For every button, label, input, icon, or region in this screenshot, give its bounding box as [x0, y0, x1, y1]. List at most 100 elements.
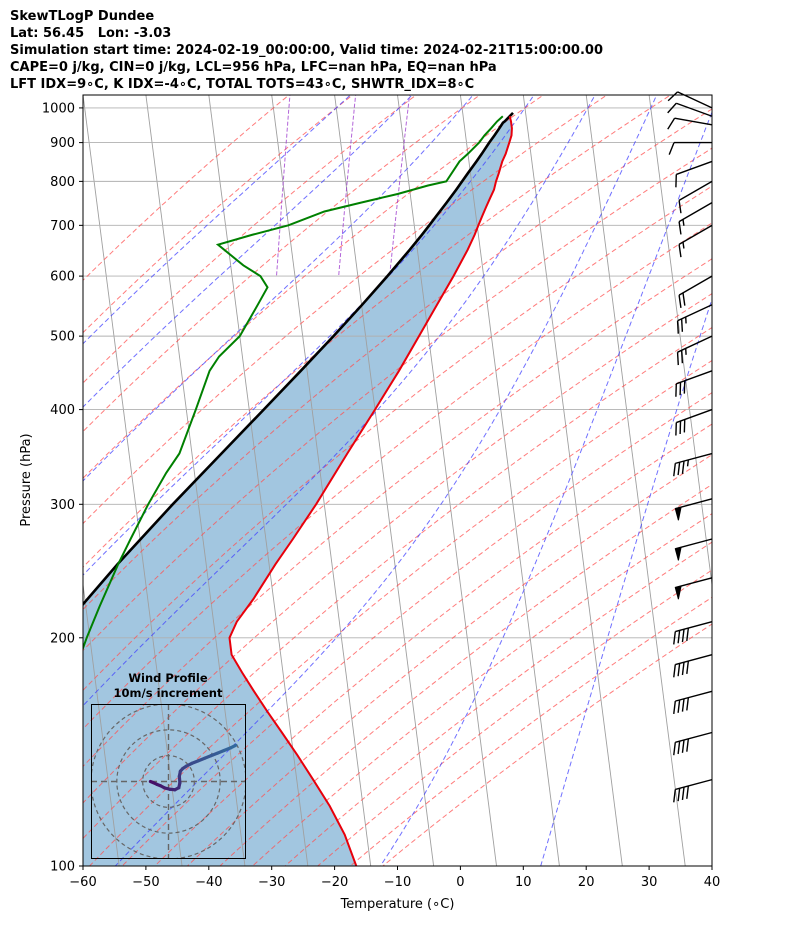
- moist-adiabat: [114, 95, 658, 866]
- isotherm-line: [711, 95, 712, 99]
- dry-adiabat: [83, 258, 712, 768]
- x-tick-label: 0: [456, 875, 464, 890]
- wind-barb: [678, 275, 713, 308]
- dry-adiabat: [349, 596, 712, 866]
- dry-adiabat: [83, 222, 712, 730]
- dry-adiabat: [382, 623, 712, 866]
- y-tick-label: 400: [50, 403, 75, 418]
- wind-barb: [673, 690, 713, 715]
- dry-adiabat: [83, 108, 712, 611]
- isotherm-line: [522, 95, 623, 866]
- wind-barb: [674, 577, 713, 600]
- mixing-ratio-line: [338, 95, 357, 277]
- dry-adiabat: [83, 293, 712, 804]
- wind-barb: [674, 498, 713, 521]
- y-tick-label: 200: [50, 631, 75, 646]
- y-tick-label: 900: [50, 136, 75, 151]
- wind-barb: [676, 304, 713, 334]
- wind-barb: [673, 621, 713, 645]
- wind-barb: [676, 335, 713, 366]
- wind-barb: [673, 452, 713, 477]
- x-tick-label: −60: [69, 875, 96, 890]
- moist-adiabat: [540, 297, 712, 866]
- wind-barb: [673, 654, 713, 678]
- dry-adiabat: [83, 95, 481, 433]
- wind-barb: [667, 117, 713, 130]
- mixing-ratio-line: [276, 95, 291, 277]
- y-tick-label: 300: [50, 498, 75, 513]
- wind-barb: [673, 778, 713, 803]
- wind-barb: [678, 180, 713, 214]
- dry-adiabat: [219, 483, 712, 866]
- moist-adiabat: [83, 95, 474, 482]
- mixing-ratio-line: [389, 95, 411, 277]
- moist-adiabat: [83, 95, 596, 707]
- wind-barb: [675, 408, 713, 436]
- dry-adiabat: [83, 95, 672, 568]
- isotherm-line: [334, 95, 435, 866]
- wind-barb: [674, 538, 713, 561]
- isotherm-line: [83, 95, 183, 866]
- wind-profile-inset: Wind Profile 10m/s increment: [82, 668, 254, 864]
- wind-barb: [673, 731, 713, 756]
- dewpoint-profile-line: [83, 115, 504, 652]
- chart-header: SkewTLogP Dundee Lat: 56.45 Lon: -3.03 S…: [10, 8, 603, 93]
- dry-adiabat: [83, 95, 354, 334]
- x-tick-label: −50: [132, 875, 159, 890]
- temperature-profile-line: [228, 115, 513, 866]
- x-axis-label: Temperature (∘C): [340, 897, 455, 912]
- dry-adiabat: [83, 185, 712, 691]
- cin-shading: [83, 112, 513, 866]
- y-tick-label: 600: [50, 270, 75, 285]
- y-axis-label: Pressure (hPa): [19, 433, 34, 526]
- dry-adiabat: [83, 95, 545, 479]
- isotherm-line: [83, 581, 120, 866]
- y-tick-label: 700: [50, 219, 75, 234]
- chart-title: SkewTLogP Dundee: [10, 9, 155, 24]
- dry-adiabat: [88, 359, 712, 866]
- x-tick-label: 30: [641, 875, 658, 890]
- moist-adiabat: [83, 95, 413, 408]
- dry-adiabat: [121, 392, 712, 866]
- x-tick-label: 40: [704, 875, 721, 890]
- time-line: Simulation start time: 2024-02-19_00:00:…: [10, 43, 603, 58]
- y-tick-label: 500: [50, 330, 75, 345]
- hodograph: [91, 704, 246, 859]
- wind-barb: [678, 202, 713, 235]
- y-tick-label: 800: [50, 175, 75, 190]
- index-line: LFT IDX=9∘C, K IDX=-4∘C, TOTAL TOTS=43∘C…: [10, 77, 475, 92]
- isotherm-line: [145, 95, 246, 866]
- isotherm-line: [208, 95, 309, 866]
- isotherm-line: [397, 95, 497, 866]
- wind-profile-title: Wind Profile: [128, 671, 208, 685]
- y-tick-label: 100: [50, 860, 75, 875]
- moist-adiabat: [379, 110, 712, 866]
- wind-barb: [675, 160, 713, 188]
- isotherm-line: [775, 92, 794, 883]
- wind-barb: [668, 141, 712, 155]
- cape-line: CAPE=0 j/kg, CIN=0 j/kg, LCL=956 hPa, LF…: [10, 60, 497, 75]
- x-tick-label: −40: [195, 875, 222, 890]
- dry-adiabat: [83, 147, 712, 652]
- wind-barb: [675, 370, 713, 397]
- hodograph-segment: [228, 743, 238, 750]
- wind-barb: [678, 224, 713, 258]
- wind-barb: [667, 102, 713, 117]
- wind-profile-subtitle: 10m/s increment: [113, 686, 223, 700]
- x-tick-label: 10: [515, 875, 532, 890]
- isotherm-line: [459, 95, 560, 866]
- isotherm-line: [585, 95, 686, 866]
- parcel-profile-line: [83, 111, 514, 607]
- x-tick-label: −30: [258, 875, 285, 890]
- isotherm-line: [271, 95, 372, 866]
- location-line: Lat: 56.45 Lon: -3.03: [10, 26, 172, 41]
- y-tick-label: 1000: [42, 101, 75, 116]
- x-tick-label: −10: [384, 875, 411, 890]
- dry-adiabat: [83, 95, 290, 282]
- isotherm-line: [648, 95, 712, 589]
- dry-adiabat: [83, 95, 608, 525]
- hodograph-frame: [91, 704, 246, 859]
- x-tick-label: −20: [321, 875, 348, 890]
- x-tick-label: 20: [578, 875, 595, 890]
